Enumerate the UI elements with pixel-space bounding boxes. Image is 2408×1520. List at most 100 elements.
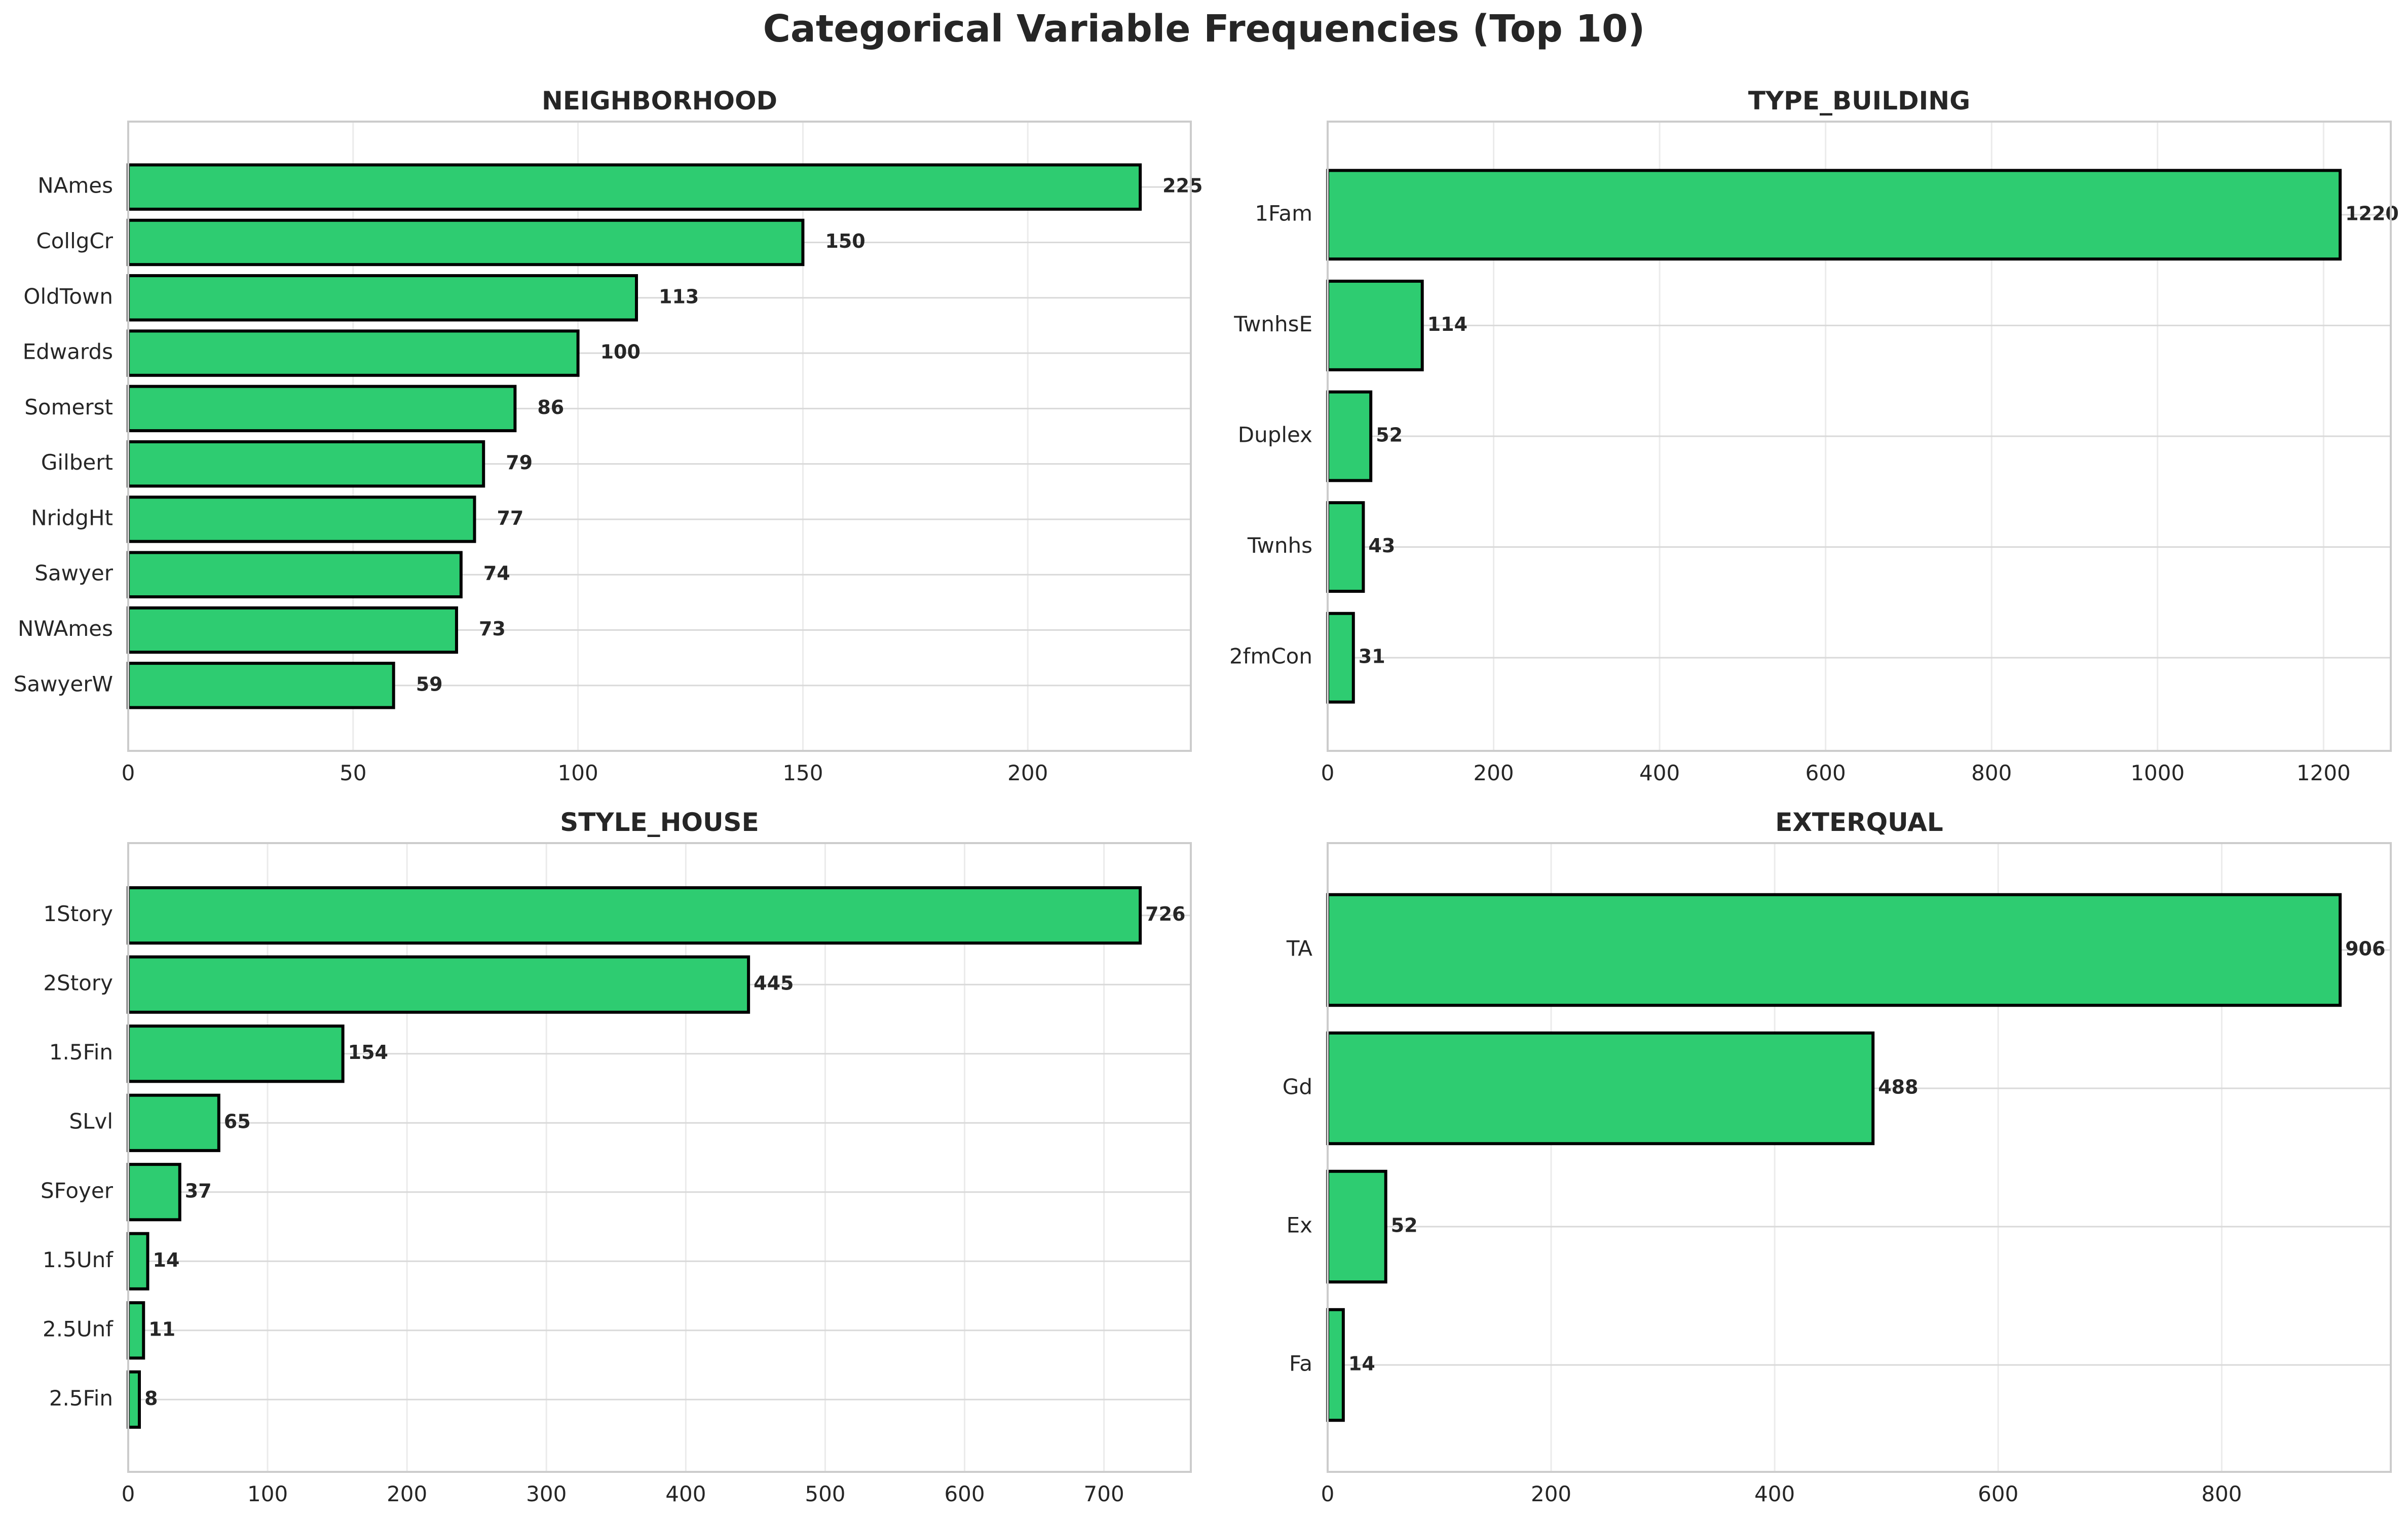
- neighborhood-x-tick-2: 100: [558, 761, 598, 785]
- exterqual-bar-fa: [1326, 1308, 1345, 1422]
- exterqual-bar-gd: [1326, 1031, 1875, 1146]
- neighborhood-bar-edwards: [127, 329, 580, 377]
- style-house-value-label-slvl: 65: [224, 1111, 251, 1133]
- style-house-bar-slvl: [127, 1093, 220, 1152]
- exterqual-x-tick-2: 400: [1754, 1481, 1795, 1506]
- style-house-category-label-1-5unf: 1.5Unf: [43, 1247, 114, 1272]
- style-house-x-tick-3: 300: [526, 1481, 567, 1506]
- style-house-category-label-1-5fin: 1.5Fin: [49, 1040, 113, 1065]
- type-building-value-label-2fmcon: 31: [1359, 645, 1385, 668]
- type-building-x-tick-0: 0: [1321, 761, 1335, 785]
- neighborhood-value-label-gilbert: 79: [506, 451, 533, 474]
- neighborhood-bar-somerst: [127, 385, 517, 433]
- style-house-x-tick-5: 500: [805, 1481, 845, 1506]
- exterqual-title: EXTERQUAL: [1775, 808, 1943, 837]
- neighborhood-category-label-nwames: NWAmes: [18, 616, 113, 641]
- exterqual-bar-ta: [1326, 893, 2342, 1007]
- exterqual-category-label-ex: Ex: [1287, 1213, 1312, 1238]
- type-building-axes-frame: [1327, 121, 2392, 752]
- neighborhood-x-tick-1: 50: [340, 761, 366, 785]
- style-house-axes-frame: [127, 842, 1192, 1473]
- neighborhood-value-label-sawyer: 74: [483, 562, 510, 585]
- style-house-bar-2-5fin: [127, 1370, 141, 1429]
- style-house-value-label-2-5unf: 11: [148, 1318, 175, 1340]
- style-house-value-label-1-5unf: 14: [153, 1249, 180, 1271]
- type-building-value-label-twnhs: 43: [1368, 535, 1395, 557]
- type-building-x-tick-5: 1000: [2130, 761, 2185, 785]
- exterqual-x-tick-1: 200: [1531, 1481, 1571, 1506]
- style-house-bar-2-5unf: [127, 1301, 145, 1360]
- style-house-x-tick-4: 400: [665, 1481, 706, 1506]
- style-house-bar-1-5fin: [127, 1024, 345, 1083]
- style-house-category-label-2story: 2Story: [43, 971, 113, 996]
- exterqual-bar-ex: [1326, 1169, 1387, 1284]
- neighborhood-title: NEIGHBORHOOD: [542, 86, 777, 116]
- style-house-category-label-sfoyer: SFoyer: [41, 1178, 114, 1203]
- axes-type-building: 12201Fam114TwnhsE52Duplex43Twnhs312fmCon…: [1229, 86, 2399, 785]
- axes-neighborhood: 225 NAmes 150 CollgCr 113 OldTown 100 Edwards 86…: [14, 86, 1203, 785]
- type-building-category-label-duplex: Duplex: [1238, 423, 1312, 447]
- axes-style-house: 726 1Story 445 2Story 154 1.5Fin 65 SLvl 37 SFoye…: [41, 808, 1192, 1506]
- neighborhood-value-label-sawyerw: 59: [416, 673, 443, 695]
- type-building-x-tick-4: 800: [1971, 761, 2012, 785]
- type-building-value-label-duplex: 52: [1376, 424, 1403, 446]
- style-house-category-label-slvl: SLvl: [69, 1109, 113, 1134]
- neighborhood-bar-sawyer: [127, 551, 463, 598]
- style-house-x-tick-7: 700: [1084, 1481, 1124, 1506]
- exterqual-value-label-fa: 14: [1348, 1353, 1375, 1375]
- style-house-x-tick-1: 100: [247, 1481, 288, 1506]
- type-building-category-label-1fam: 1Fam: [1255, 201, 1312, 225]
- type-building-x-tick-1: 200: [1473, 761, 1514, 785]
- style-house-category-label-2-5fin: 2.5Fin: [49, 1386, 113, 1411]
- neighborhood-bar-names: [127, 163, 1142, 211]
- neighborhood-bar-collgcr: [127, 218, 805, 267]
- neighborhood-value-label-nwames: 73: [479, 618, 506, 640]
- type-building-bar-twnhse: [1326, 279, 1424, 371]
- neighborhood-x-tick-3: 150: [782, 761, 823, 785]
- neighborhood-value-label-edwards: 100: [600, 341, 641, 363]
- neighborhood-category-label-nridght: NridgHt: [31, 505, 113, 530]
- type-building-x-tick-6: 1200: [2297, 761, 2351, 785]
- style-house-bar-sfoyer: [127, 1163, 181, 1222]
- style-house-category-label-1story: 1Story: [43, 901, 113, 926]
- type-building-x-tick-3: 600: [1805, 761, 1846, 785]
- type-building-category-label-twnhse: TwnhsE: [1233, 312, 1312, 336]
- type-building-title: TYPE_BUILDING: [1748, 86, 1970, 116]
- exterqual-x-tick-3: 600: [1978, 1481, 2018, 1506]
- exterqual-value-label-gd: 488: [1878, 1076, 1918, 1098]
- figure-title: Categorical Variable Frequencies (Top 10…: [763, 7, 1645, 51]
- type-building-bar-twnhs: [1326, 501, 1365, 593]
- neighborhood-category-label-oldtown: OldTown: [23, 284, 113, 309]
- type-building-x-tick-2: 400: [1639, 761, 1680, 785]
- neighborhood-x-tick-0: 0: [122, 761, 135, 785]
- exterqual-value-label-ex: 52: [1391, 1214, 1418, 1237]
- style-house-bar-1story: [127, 886, 1142, 945]
- neighborhood-category-label-somerst: Somerst: [24, 395, 113, 420]
- neighborhood-category-label-gilbert: Gilbert: [41, 450, 113, 475]
- style-house-bar-1-5unf: [127, 1232, 149, 1290]
- neighborhood-category-label-sawyerw: SawyerW: [14, 671, 113, 696]
- exterqual-x-tick-4: 800: [2201, 1481, 2242, 1506]
- style-house-category-label-2-5unf: 2.5Unf: [43, 1316, 114, 1341]
- type-building-bar-2fmcon: [1326, 612, 1355, 704]
- neighborhood-bar-nridght: [127, 496, 476, 543]
- type-building-bar-1fam: [1326, 169, 2342, 261]
- neighborhood-value-label-somerst: 86: [537, 396, 564, 419]
- neighborhood-value-label-nridght: 77: [497, 507, 523, 529]
- exterqual-category-label-ta: TA: [1286, 936, 1312, 961]
- neighborhood-category-label-names: NAmes: [37, 173, 113, 198]
- neighborhood-bar-oldtown: [127, 274, 638, 322]
- exterqual-axes-frame: [1327, 842, 2392, 1473]
- style-house-x-tick-2: 200: [387, 1481, 427, 1506]
- style-house-value-label-sfoyer: 37: [185, 1180, 212, 1202]
- neighborhood-category-label-collgcr: CollgCr: [36, 229, 113, 253]
- neighborhood-value-label-collgcr: 150: [825, 230, 865, 252]
- type-building-category-label-2fmcon: 2fmCon: [1229, 644, 1312, 669]
- neighborhood-bar-nwames: [127, 606, 458, 654]
- style-house-value-label-2story: 445: [754, 972, 794, 995]
- neighborhood-axes-frame: [127, 121, 1192, 752]
- style-house-title: STYLE_HOUSE: [560, 808, 759, 837]
- neighborhood-category-label-sawyer: Sawyer: [34, 561, 113, 586]
- axes-exterqual: 906 TA 488 Gd 52 Ex 14 Fa 0 200 400 600 800 EXTERQUAL: [1283, 808, 2392, 1506]
